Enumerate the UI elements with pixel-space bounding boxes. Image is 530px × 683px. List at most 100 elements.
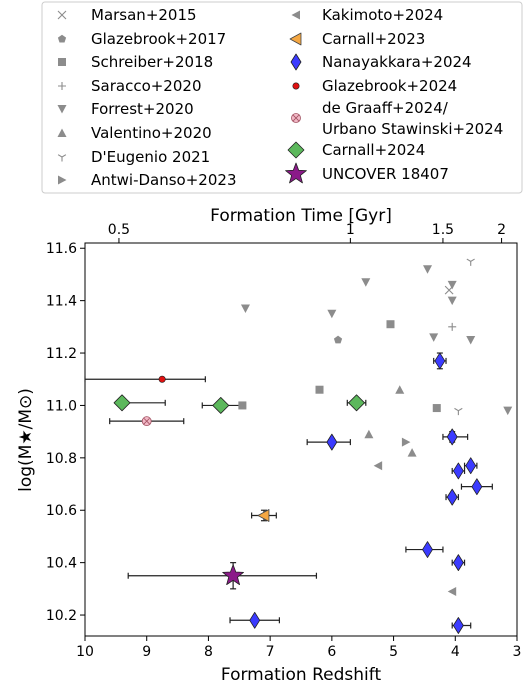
data-point xyxy=(222,564,244,586)
y-tick-label: 10.4 xyxy=(46,556,77,572)
legend-entry: Forrest+2020 xyxy=(57,100,194,118)
x-tick-label: 10 xyxy=(76,644,94,660)
legend-label: D'Eugenio 2021 xyxy=(91,148,210,166)
legend-marker xyxy=(57,105,67,114)
top-tick-label: 1 xyxy=(346,222,355,238)
y-tick-label: 11.6 xyxy=(46,241,77,257)
data-point xyxy=(257,509,270,522)
data-point xyxy=(454,407,463,416)
data-point xyxy=(333,335,343,344)
y-tick-label: 11.0 xyxy=(46,398,77,414)
x-tick-label: 4 xyxy=(451,644,460,660)
data-point xyxy=(238,401,247,410)
data-point xyxy=(446,428,458,446)
legend-label: Nanayakkara+2024 xyxy=(322,53,472,71)
legend-entry: Saracco+2020 xyxy=(58,77,202,95)
legend-label: Carnall+2023 xyxy=(322,30,425,48)
data-point xyxy=(452,554,464,572)
data-point xyxy=(373,461,383,471)
legend-marker xyxy=(289,32,302,46)
top-axis: 0.5 1 1.5 2 xyxy=(108,222,506,243)
legend-label: Antwi-Danso+2023 xyxy=(91,171,236,189)
data-point xyxy=(386,320,395,329)
data-point xyxy=(364,429,374,439)
data-point xyxy=(446,488,458,506)
data-point xyxy=(447,280,457,290)
data-point xyxy=(466,335,476,345)
data-point xyxy=(447,296,457,306)
legend-label: Carnall+2024 xyxy=(322,141,425,159)
data-point xyxy=(503,406,513,416)
y-tick-label: 10.6 xyxy=(46,503,77,519)
data-point xyxy=(422,541,433,558)
y-axis: 10.2 10.4 10.6 10.8 11.0 11.2 11.4 11.6 xyxy=(46,241,85,624)
legend-marker xyxy=(57,128,67,137)
y-tick-label: 11.4 xyxy=(46,294,77,310)
legend-label: Urbano Stawinski+2024 xyxy=(322,120,503,138)
data-point xyxy=(429,333,439,342)
legend-marker xyxy=(58,82,66,90)
data-point xyxy=(348,394,365,412)
plot-area: 10 9 8 7 6 5 4 3 10.210.410.610.811.011.211.411… xyxy=(46,222,522,660)
legend-label: Forrest+2020 xyxy=(91,100,194,118)
data-point xyxy=(447,586,457,596)
x-axis-label: Formation Redshift xyxy=(221,665,382,683)
data-point xyxy=(465,457,477,475)
data-point xyxy=(113,394,131,412)
x-tick-label: 3 xyxy=(513,644,522,660)
data-point xyxy=(423,265,433,274)
data-point xyxy=(141,416,152,427)
legend-entry: Carnall+2024 xyxy=(287,141,425,159)
legend-entry: Nanayakkara+2024 xyxy=(290,53,472,71)
data-point xyxy=(471,478,483,496)
legend-marker xyxy=(57,34,67,43)
data-point xyxy=(466,258,475,266)
top-tick-label: 0.5 xyxy=(108,222,130,238)
legend-entry: Carnall+2023 xyxy=(289,30,425,48)
data-point xyxy=(361,278,371,287)
legend-marker xyxy=(57,154,67,162)
legend-entry: Kakimoto+2024 xyxy=(291,6,443,24)
data-markers xyxy=(113,258,513,634)
legend-marker xyxy=(58,58,66,66)
y-tick-label: 10.2 xyxy=(46,608,77,624)
data-point xyxy=(448,322,457,331)
legend-entry: UNCOVER 18407 xyxy=(285,162,449,184)
legend-label: Glazebrook+2024 xyxy=(322,77,457,95)
data-point xyxy=(395,385,405,394)
legend-marker xyxy=(291,113,301,123)
x-tick-label: 7 xyxy=(266,644,275,660)
data-point xyxy=(249,611,261,629)
top-tick-label: 2 xyxy=(497,222,506,238)
legend-label: Glazebrook+2017 xyxy=(91,30,226,48)
legend-entry: Valentino+2020 xyxy=(57,124,212,142)
data-point xyxy=(407,448,417,457)
data-point xyxy=(432,404,441,413)
data-point xyxy=(212,397,230,414)
legend-entry: de Graaff+2024/Urbano Stawinski+2024 xyxy=(291,99,503,138)
legend-marker xyxy=(292,82,300,90)
legend-label: Saracco+2020 xyxy=(91,77,202,95)
legend-label: Schreiber+2018 xyxy=(91,53,213,71)
data-point xyxy=(158,375,166,383)
top-axis-label: Formation Time [Gyr] xyxy=(210,206,392,226)
legend-label: Kakimoto+2024 xyxy=(322,6,443,24)
legend-entry: Glazebrook+2017 xyxy=(57,30,226,48)
data-point xyxy=(327,309,337,319)
legend-marker xyxy=(58,175,67,185)
data-point xyxy=(326,433,338,451)
legend-marker xyxy=(285,162,307,184)
y-axis-label: log(M★/M⊙) xyxy=(16,388,36,492)
data-point xyxy=(452,462,464,480)
legend-marker xyxy=(291,10,300,20)
legend-frame xyxy=(41,1,523,194)
x-tick-label: 9 xyxy=(142,644,151,660)
legend-label: de Graaff+2024/ xyxy=(322,99,449,117)
legend-marker xyxy=(290,53,302,71)
y-tick-label: 10.8 xyxy=(46,451,77,467)
legend-entry: Schreiber+2018 xyxy=(58,53,213,71)
x-tick-label: 6 xyxy=(327,644,336,660)
data-point xyxy=(315,385,324,394)
legend-entry: D'Eugenio 2021 xyxy=(57,148,210,166)
